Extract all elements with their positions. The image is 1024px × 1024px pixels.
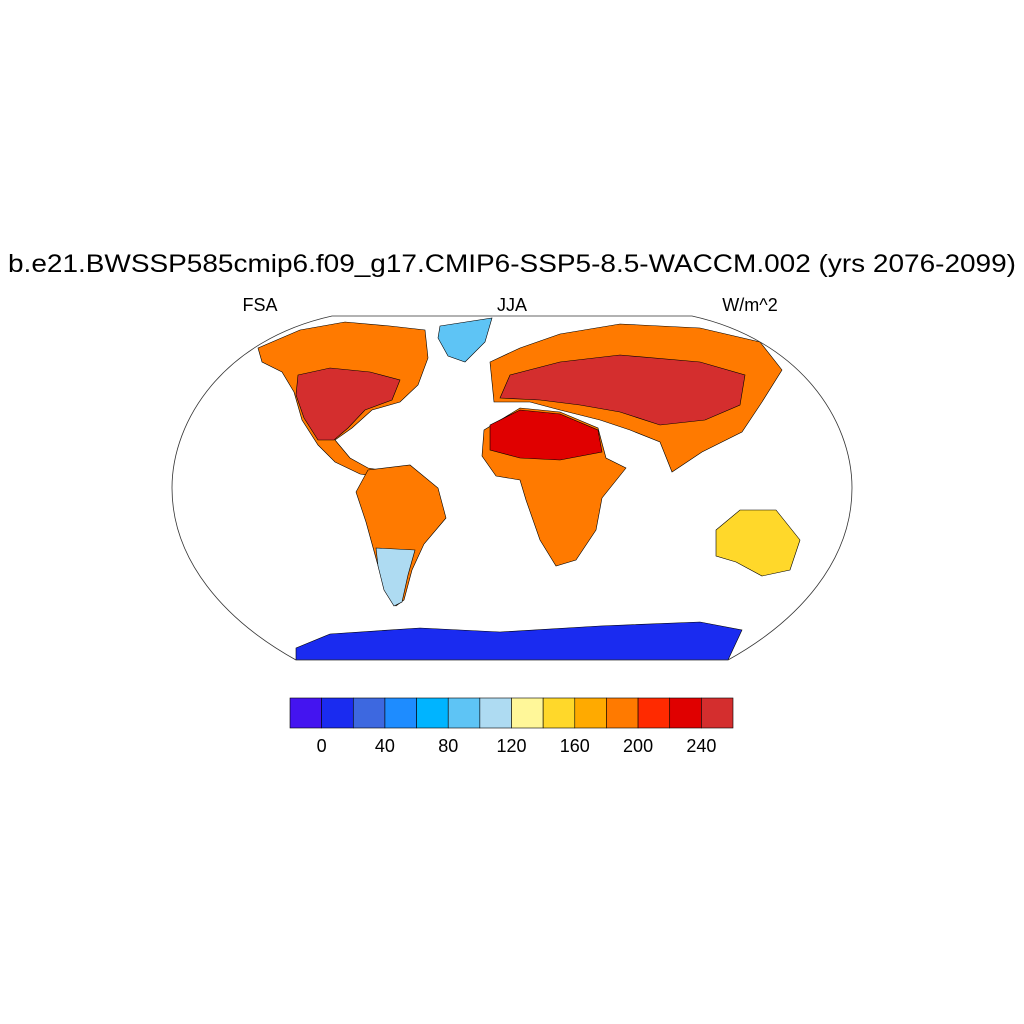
colorbar-box	[606, 697, 639, 729]
center-label: JJA	[497, 295, 527, 315]
region-africa-north	[489, 409, 603, 461]
colorbar-label: 120	[496, 736, 526, 756]
colorbar-box	[447, 697, 481, 729]
colorbar-box	[574, 697, 607, 729]
colorbar-label: 240	[686, 736, 716, 756]
colorbar-box	[352, 697, 386, 729]
plot-title: b.e21.BWSSP585cmip6.f09_g17.CMIP6-SSP5-8…	[8, 250, 1016, 278]
region-australia	[715, 509, 801, 577]
colorbar-box	[479, 697, 512, 729]
colorbar-box	[669, 697, 702, 729]
left-label: FSA	[242, 295, 277, 315]
map-boundary	[171, 315, 853, 661]
colorbar-box	[637, 697, 671, 729]
region-south-america	[355, 464, 447, 607]
colorbar-label: 80	[438, 736, 458, 756]
colorbar-label: 0	[317, 736, 327, 756]
colorbar-box	[321, 697, 354, 729]
region-greenland	[437, 317, 493, 363]
region-south-america-south	[375, 547, 416, 607]
colorbar-box	[416, 697, 449, 729]
colorbar-box	[511, 697, 544, 729]
colorbar-label: 160	[560, 736, 590, 756]
colorbar-box	[289, 697, 322, 729]
right-label: W/m^2	[722, 295, 777, 315]
region-eurasia-core	[499, 354, 746, 426]
colorbar: 0 40 80 120 160 200 240	[289, 697, 734, 756]
colorbar-box	[542, 697, 576, 729]
colorbar-label: 40	[375, 736, 395, 756]
colorbar-box	[384, 697, 417, 729]
region-north-america-core	[295, 367, 401, 441]
region-antarctica	[295, 621, 743, 660]
colorbar-label: 200	[623, 736, 653, 756]
colorbar-box	[701, 697, 734, 729]
world-map	[171, 315, 853, 661]
